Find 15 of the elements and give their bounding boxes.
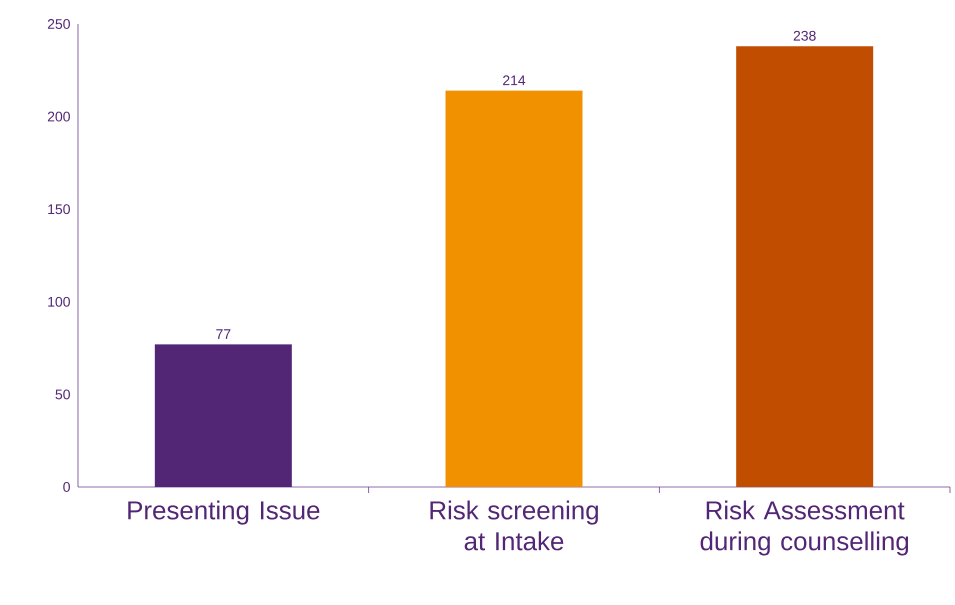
y-tick-label: 150: [48, 204, 70, 214]
y-tick-label: 50: [56, 389, 70, 400]
bar: [446, 90, 583, 487]
x-tick-label: Risk screening at Intake: [430, 500, 598, 550]
y-tick-label: 250: [48, 19, 70, 29]
x-tick-label: Risk Assessment during counselling: [700, 500, 908, 556]
bar: [154, 344, 292, 487]
y-tick-label: 100: [48, 296, 70, 307]
data-label: 238: [794, 30, 816, 41]
bar: [736, 46, 874, 487]
y-tick-label: 200: [48, 112, 70, 122]
y-tick-label: 0: [63, 482, 70, 492]
data-label: 77: [216, 329, 230, 339]
x-tick-label: Presenting Issue: [128, 500, 320, 525]
data-label: 214: [503, 75, 526, 86]
